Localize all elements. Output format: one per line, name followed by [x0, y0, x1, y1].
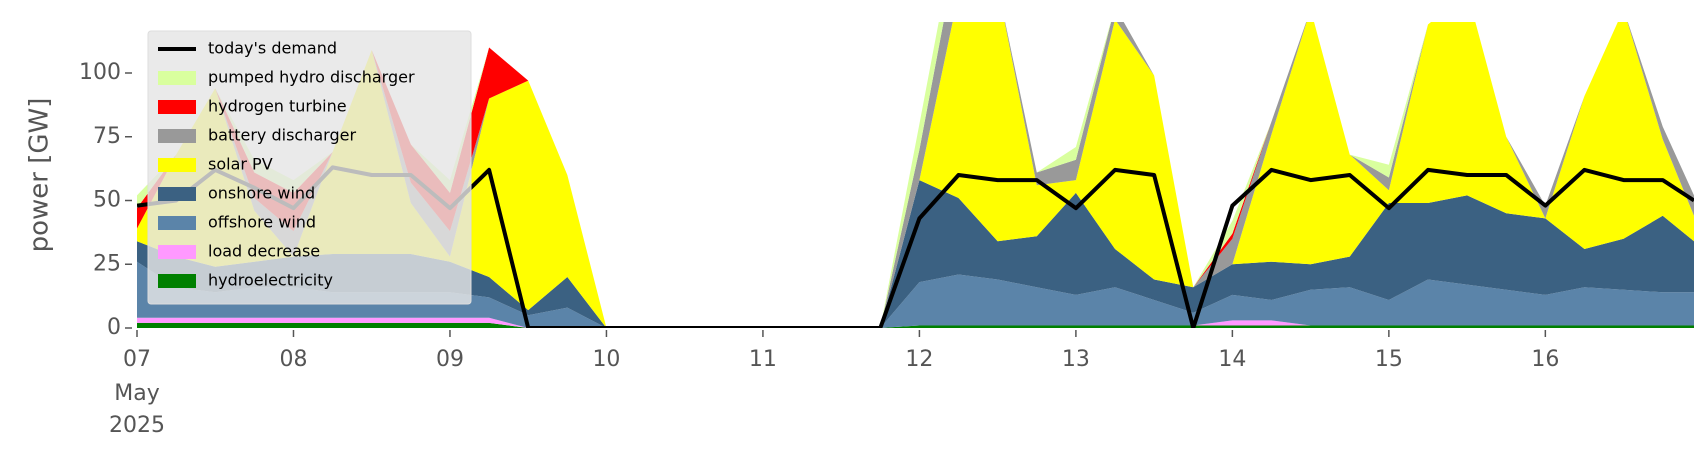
area [137, 180, 1694, 328]
legend-swatch [158, 71, 196, 85]
x-tick-label: 07 [123, 347, 151, 372]
x-tick-label: 10 [592, 347, 620, 372]
x-tick-label: 08 [279, 347, 307, 372]
legend-swatch [158, 158, 196, 172]
legend-swatch [158, 187, 196, 201]
area [137, 22, 1694, 328]
legend-label: offshore wind [208, 213, 316, 232]
y-tick-label: 50 [93, 188, 121, 213]
x-year-label: 2025 [109, 413, 165, 438]
x-tick-label: 14 [1218, 347, 1246, 372]
legend-label: hydrogen turbine [208, 97, 347, 116]
legend-swatch [158, 245, 196, 259]
area [137, 22, 1694, 328]
legend-label: battery discharger [208, 126, 356, 145]
legend-label: pumped hydro discharger [208, 68, 415, 87]
x-tick-label: 13 [1062, 347, 1090, 372]
legend: today's demand pumped hydro discharger hyd… [147, 30, 472, 305]
legend-swatch [158, 216, 196, 230]
y-tick-label: 100 [79, 60, 121, 85]
y-tick-label: 0 [107, 315, 121, 340]
area [137, 317, 1694, 328]
y-tick-label: 25 [93, 251, 121, 276]
y-tick-label: 75 [93, 124, 121, 149]
plot-area [137, 22, 1694, 328]
x-tick-label: 09 [436, 347, 464, 372]
legend-swatch [158, 129, 196, 143]
legend-swatch [158, 274, 196, 288]
x-tick-label: 15 [1375, 347, 1403, 372]
x-month-label: May [114, 381, 159, 406]
y-axis-label: power [GW] [25, 98, 55, 253]
x-tick-label: 16 [1531, 347, 1559, 372]
area [137, 261, 1694, 328]
area [137, 322, 1694, 328]
legend-label: hydroelectricity [208, 271, 333, 290]
legend-label: load decrease [208, 242, 320, 261]
legend-box [147, 30, 472, 305]
x-tick-label: 11 [749, 347, 777, 372]
legend-label: solar PV [208, 155, 273, 174]
x-tick-label: 12 [905, 347, 933, 372]
legend-label: today's demand [208, 39, 337, 58]
legend-label: onshore wind [208, 184, 315, 203]
legend-swatch [158, 100, 196, 114]
